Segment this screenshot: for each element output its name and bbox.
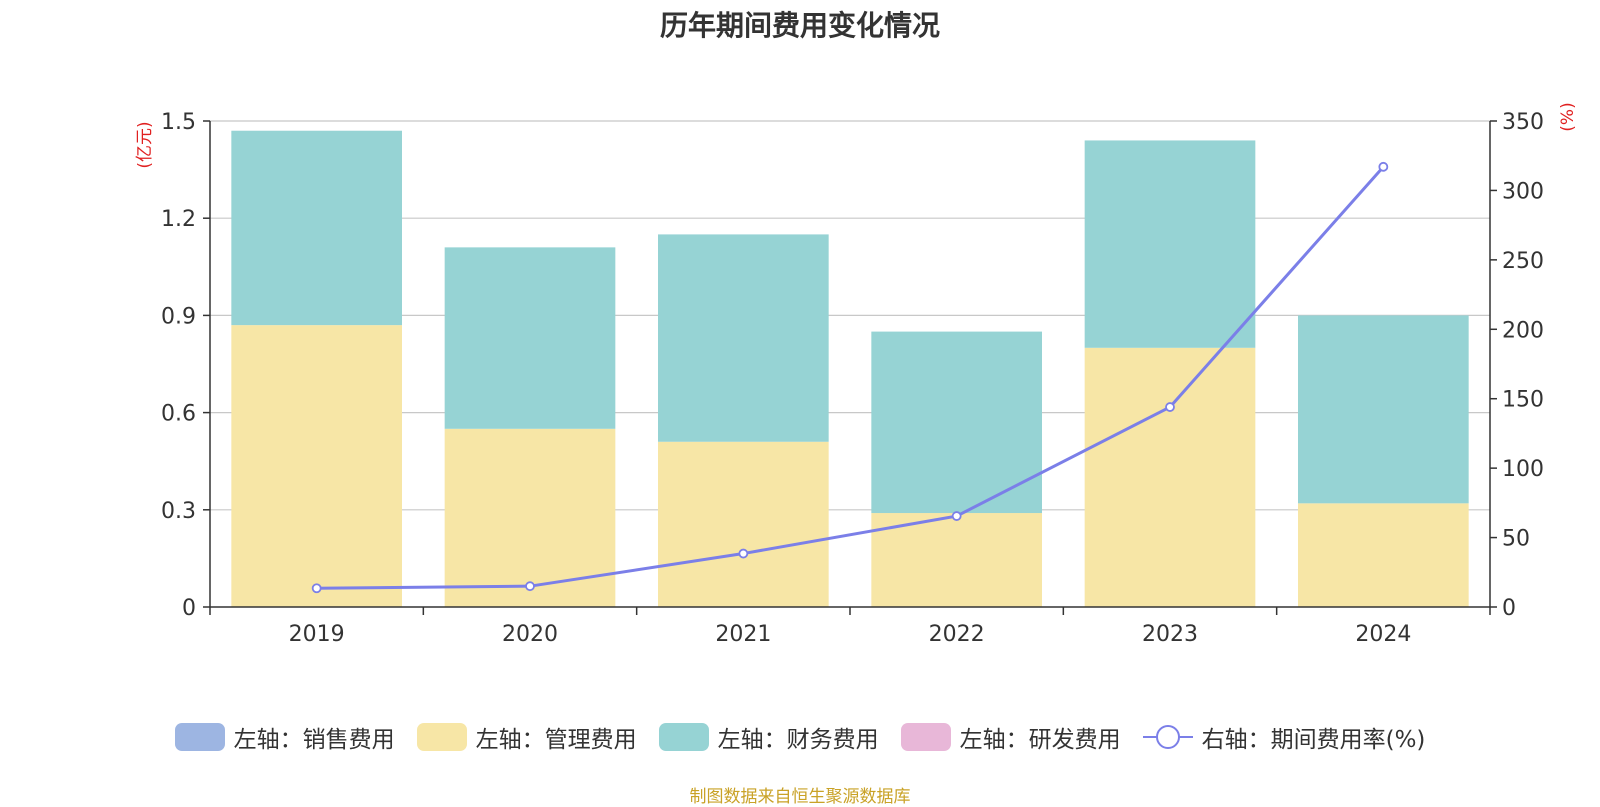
legend-item[interactable]: 左轴：管理费用 bbox=[416, 720, 637, 754]
right-axis-tick-label: 100 bbox=[1502, 457, 1544, 482]
chart-legend: 左轴：销售费用 左轴：管理费用 左轴：财务费用 左轴：研发费用 右轴：期间费用率(%) bbox=[0, 720, 1600, 754]
x-axis-tick-label: 2019 bbox=[289, 622, 345, 647]
legend-swatch bbox=[658, 723, 709, 751]
bar-segment bbox=[871, 513, 1042, 607]
chart-title: 历年期间费用变化情况 bbox=[659, 9, 940, 42]
x-axis-tick-label: 2023 bbox=[1142, 622, 1198, 647]
rate-point bbox=[1165, 402, 1175, 412]
left-axis-tick-label: 1.2 bbox=[161, 207, 196, 232]
legend-swatch bbox=[900, 723, 951, 751]
legend-label: 左轴：销售费用 bbox=[233, 727, 395, 753]
bar-segment bbox=[1084, 347, 1256, 607]
right-axis-tick-label: 250 bbox=[1502, 249, 1544, 274]
bar-segment bbox=[1298, 503, 1469, 607]
rate-point bbox=[525, 581, 535, 592]
right-axis-tick-label: 200 bbox=[1502, 318, 1544, 343]
right-axis-tick-label: 0 bbox=[1502, 596, 1516, 621]
left-axis-tick-label: 0.6 bbox=[161, 402, 196, 427]
right-axis-tick-label: 50 bbox=[1502, 527, 1530, 552]
legend-item[interactable]: 左轴：财务费用 bbox=[658, 720, 879, 754]
left-axis-tick-label: 0.3 bbox=[161, 499, 196, 524]
legend-label: 左轴：财务费用 bbox=[717, 727, 879, 753]
legend-item[interactable]: 右轴：期间费用率(%) bbox=[1142, 720, 1426, 754]
bar-segment bbox=[658, 441, 829, 607]
left-axis-unit: (亿元) bbox=[135, 121, 155, 168]
legend-label: 右轴：期间费用率(%) bbox=[1201, 727, 1426, 753]
rate-point bbox=[1378, 161, 1389, 172]
legend-label: 左轴：研发费用 bbox=[959, 727, 1121, 753]
bar-segment bbox=[444, 247, 616, 429]
right-axis-unit: (%) bbox=[1558, 102, 1578, 131]
x-axis-tick-label: 2020 bbox=[502, 622, 558, 647]
bar-segment bbox=[231, 325, 402, 607]
legend-line-marker bbox=[1142, 725, 1193, 749]
rate-point bbox=[311, 583, 322, 594]
right-axis-tick-label: 350 bbox=[1502, 110, 1544, 135]
x-axis-tick-label: 2022 bbox=[929, 622, 985, 647]
x-axis-tick-label: 2024 bbox=[1355, 622, 1411, 647]
bar-segment bbox=[658, 234, 829, 442]
rate-line bbox=[316, 165, 1385, 590]
left-axis-tick-label: 0 bbox=[182, 596, 196, 621]
left-axis-tick-label: 1.5 bbox=[161, 110, 196, 135]
bar-segment bbox=[871, 331, 1042, 514]
legend-item[interactable]: 左轴：销售费用 bbox=[174, 720, 395, 754]
legend-swatch bbox=[174, 723, 225, 751]
right-axis-tick-label: 300 bbox=[1502, 179, 1544, 204]
bar-segment bbox=[444, 428, 616, 607]
legend-label: 左轴：管理费用 bbox=[475, 727, 637, 753]
left-axis-tick-label: 0.9 bbox=[161, 304, 196, 329]
legend-swatch bbox=[416, 723, 467, 751]
bar-segment bbox=[1298, 315, 1469, 504]
right-axis-tick-label: 150 bbox=[1502, 388, 1544, 413]
rate-point bbox=[738, 548, 749, 559]
legend-item[interactable]: 左轴：研发费用 bbox=[900, 720, 1121, 754]
x-axis-tick-label: 2021 bbox=[715, 622, 771, 647]
rate-point bbox=[951, 511, 962, 521]
bar-segment bbox=[231, 130, 402, 326]
bar-segment bbox=[1084, 140, 1256, 348]
source-note: 制图数据来自恒生聚源数据库 bbox=[689, 787, 911, 807]
